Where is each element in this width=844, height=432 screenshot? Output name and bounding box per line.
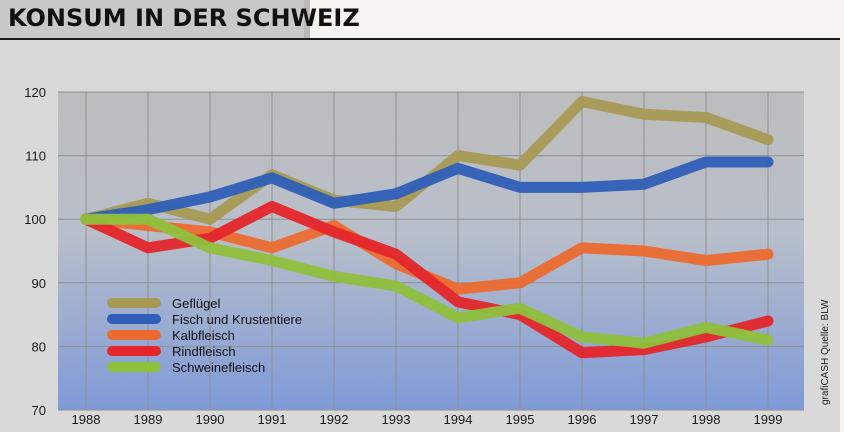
legend-label: Geflügel: [172, 296, 221, 311]
title-banner: KONSUM IN DER SCHWEIZ: [0, 0, 360, 40]
x-tick-label: 1990: [196, 412, 225, 427]
x-axis-ticks: 1988 1989 1990 1991 1992 1993 1994 1995 1996 1997…: [72, 412, 783, 427]
series-lines: [80, 96, 774, 359]
x-tick-label: 1994: [444, 412, 473, 427]
source-note: grafiCASH Quelle: BLW: [820, 299, 831, 405]
x-tick-label: 1997: [630, 412, 659, 427]
legend-label: Schweinefleisch: [172, 360, 265, 375]
line-chart: 70 80 90 100 110 120 1988 1989 1990 1991 1992 1993…: [24, 85, 831, 427]
x-tick-label: 1989: [134, 412, 163, 427]
legend-label: Kalbfleisch: [172, 328, 235, 343]
y-tick-label: 80: [32, 339, 46, 354]
x-tick-label: 1999: [754, 412, 783, 427]
x-tick-label: 1995: [506, 412, 535, 427]
series-line: [80, 156, 774, 225]
x-tick-label: 1988: [72, 412, 101, 427]
series-line: [80, 213, 774, 349]
chart-title: KONSUM IN DER SCHWEIZ: [8, 4, 360, 32]
y-tick-label: 70: [32, 403, 46, 418]
legend-label: Fisch und Krustentiere: [172, 312, 302, 327]
plot-area: [58, 92, 804, 410]
y-tick-label: 90: [32, 276, 46, 291]
y-tick-label: 100: [24, 212, 46, 227]
y-tick-label: 110: [25, 149, 46, 164]
x-tick-label: 1992: [320, 412, 349, 427]
x-tick-label: 1996: [568, 412, 597, 427]
legend-label: Rindfleisch: [172, 344, 236, 359]
x-tick-label: 1998: [692, 412, 721, 427]
y-axis-ticks: 70 80 90 100 110 120: [24, 85, 46, 418]
x-tick-label: 1991: [258, 412, 287, 427]
y-tick-label: 120: [24, 85, 46, 100]
x-tick-label: 1993: [382, 412, 411, 427]
